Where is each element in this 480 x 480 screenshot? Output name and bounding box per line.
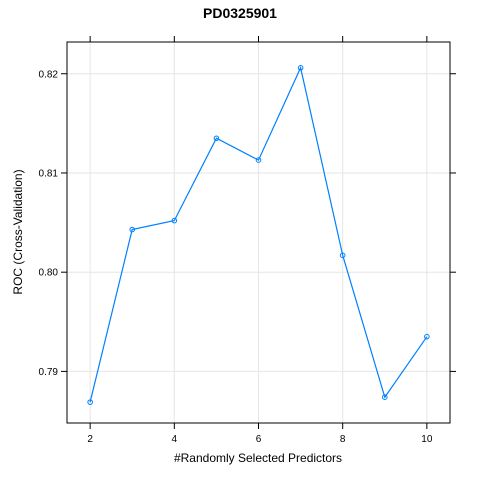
y-tick-label: 0.82 bbox=[39, 69, 59, 80]
x-axis: 2 4 6 8 10 bbox=[87, 36, 433, 445]
x-tick-label: 10 bbox=[421, 434, 433, 445]
x-tick-label: 2 bbox=[87, 434, 93, 445]
data-point bbox=[339, 252, 346, 259]
data-point bbox=[255, 157, 262, 163]
y-tick-label: 0.79 bbox=[39, 367, 59, 378]
x-tick-label: 6 bbox=[256, 434, 262, 445]
series-line bbox=[89, 65, 428, 403]
series-points bbox=[87, 64, 430, 405]
data-point bbox=[87, 399, 93, 405]
y-tick-label: 0.81 bbox=[39, 168, 59, 179]
y-axis: 0.79 0.80 0.81 0.82 bbox=[39, 69, 456, 378]
x-tick-label: 8 bbox=[340, 434, 346, 445]
y-axis-label: ROC (Cross-Validation) bbox=[11, 169, 25, 294]
chart-title: PD0325901 bbox=[203, 5, 277, 21]
data-point bbox=[213, 135, 220, 142]
data-point bbox=[381, 394, 388, 401]
grid bbox=[67, 42, 450, 423]
x-axis-label: #Randomly Selected Predictors bbox=[174, 451, 342, 465]
data-point bbox=[171, 217, 178, 224]
data-point bbox=[424, 333, 430, 340]
data-point bbox=[297, 64, 304, 71]
x-tick-label: 4 bbox=[172, 434, 178, 445]
data-point bbox=[129, 226, 136, 233]
y-tick-label: 0.80 bbox=[39, 268, 59, 279]
